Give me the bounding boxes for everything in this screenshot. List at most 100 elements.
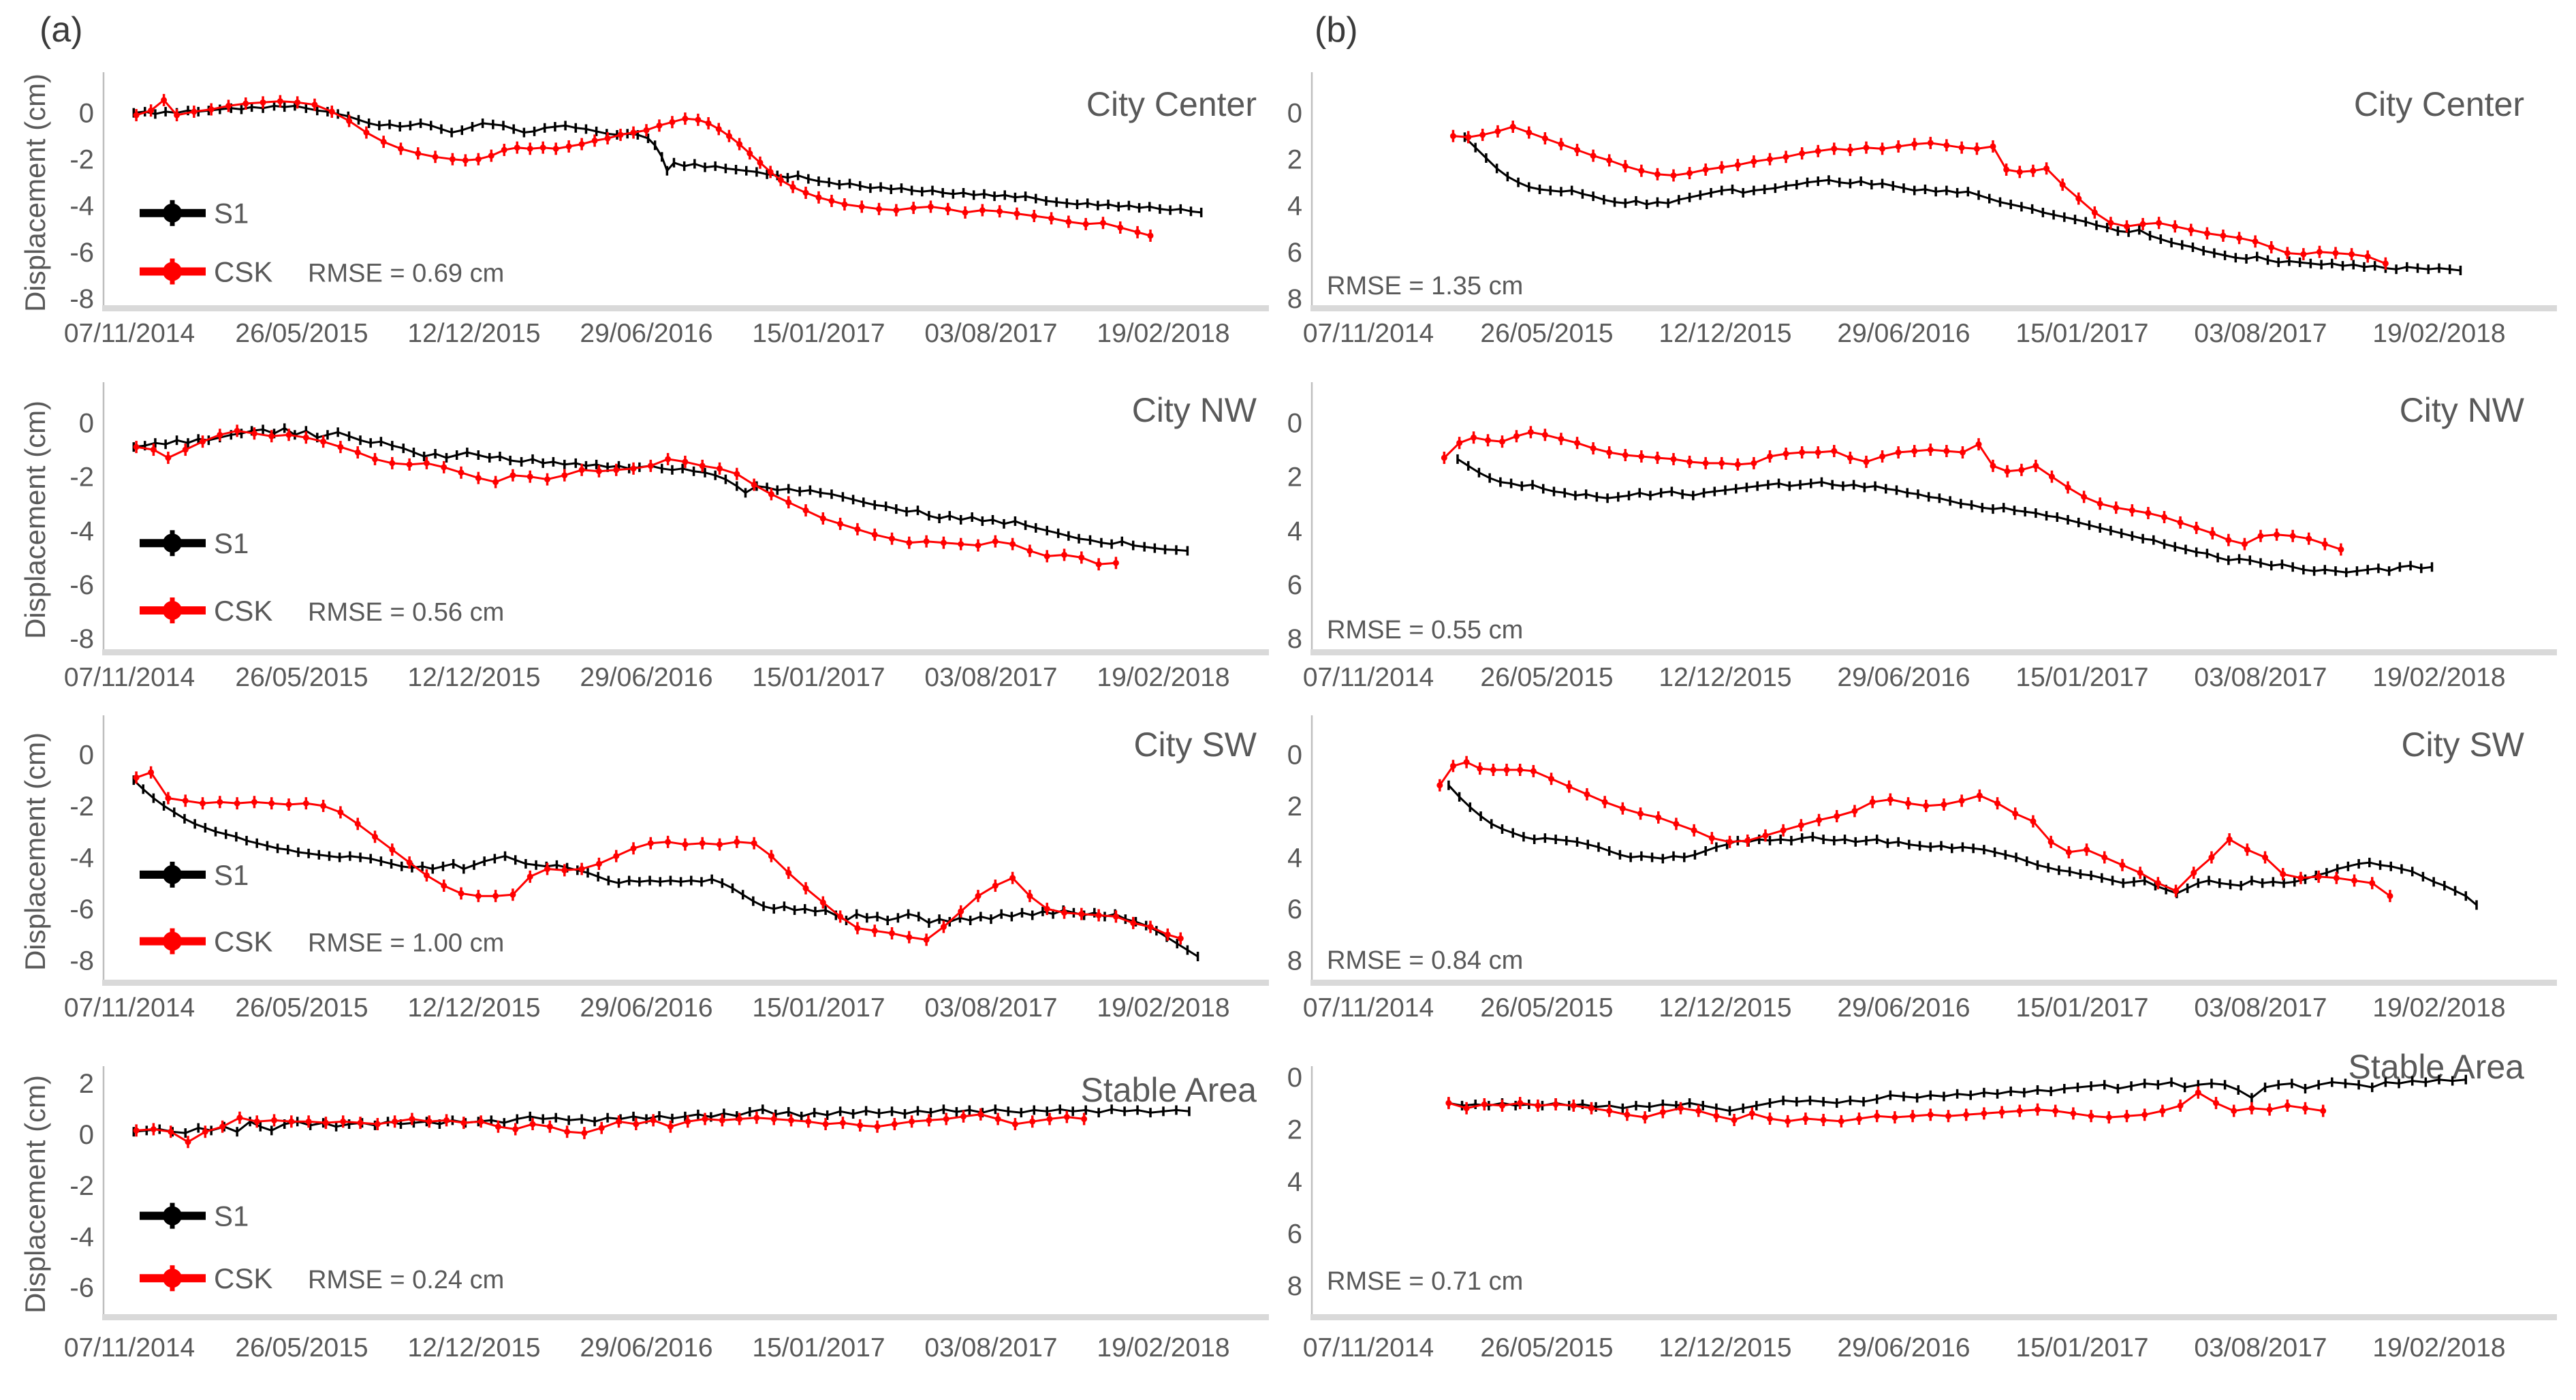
csk-marker-dot: [926, 1117, 932, 1123]
s1-series-markers: [1447, 1074, 2468, 1116]
csk-marker-dot: [858, 203, 865, 210]
csk-marker-dot: [578, 866, 585, 873]
csk-marker-dot: [2107, 219, 2114, 226]
y-tick-label: -4: [69, 1222, 94, 1252]
x-tick-label: 19/02/2018: [1097, 663, 1229, 692]
csk-marker-dot: [2268, 244, 2275, 251]
y-tick-label: 0: [79, 740, 94, 770]
csk-marker-dot: [1588, 1105, 1595, 1112]
csk-marker-dot: [1081, 1116, 1088, 1123]
y-tick-label: -2: [1288, 1115, 1302, 1145]
csk-marker-dot: [2369, 880, 2376, 886]
rmse-label: RMSE = 1.00 cm: [308, 929, 504, 958]
csk-marker-dot: [1011, 1121, 1018, 1127]
x-tick-label: 07/11/2014: [64, 663, 195, 692]
csk-marker-dot: [665, 456, 672, 463]
csk-marker-dot: [406, 461, 413, 468]
csk-marker-dot: [857, 1122, 864, 1129]
csk-marker-dot: [277, 98, 283, 105]
y-tick-label: -2: [69, 1171, 94, 1201]
x-tick-label: 19/02/2018: [1097, 1333, 1229, 1363]
csk-marker-dot: [1463, 759, 1470, 766]
rmse-label: RMSE = 0.84 cm: [1327, 946, 1523, 975]
csk-marker-dot: [208, 106, 215, 113]
legend-item-s1: [140, 1202, 206, 1229]
y-axis-title: Displacement (cm): [19, 401, 51, 639]
csk-series-markers: [1441, 426, 2344, 556]
csk-marker-dot: [699, 840, 706, 847]
csk-marker-dot: [1026, 548, 1033, 555]
csk-marker-dot: [346, 118, 353, 125]
csk-marker-dot: [1082, 221, 1089, 228]
x-tick-label: 03/08/2017: [924, 319, 1057, 348]
y-axis-title: Displacement (cm): [19, 1075, 51, 1313]
csk-marker-dot: [148, 769, 155, 776]
csk-marker-dot: [475, 156, 482, 163]
csk-marker-dot: [630, 465, 637, 472]
csk-marker-dot: [1973, 145, 1980, 152]
legend-item-csk: [140, 258, 206, 285]
csk-marker-dot: [1535, 1102, 1541, 1109]
y-tick-label: -6: [69, 570, 94, 600]
csk-marker-dot: [2173, 888, 2180, 895]
csk-marker-dot: [2333, 875, 2340, 882]
csk-marker-dot: [1099, 219, 1106, 226]
csk-marker-dot: [1767, 453, 1773, 460]
s1-legend-dot: [163, 203, 182, 223]
csk-marker-dot: [174, 112, 180, 119]
csk-marker-dot: [1513, 433, 1520, 439]
csk-marker-dot: [2159, 1108, 2166, 1115]
csk-marker-dot: [854, 526, 861, 533]
csk-marker-dot: [2252, 238, 2259, 245]
csk-marker-dot: [1998, 1108, 2005, 1115]
x-tick-label: 26/05/2015: [235, 663, 368, 692]
csk-marker-dot: [374, 1121, 381, 1127]
csk-marker-dot: [1499, 438, 1505, 445]
subplot-b-city-sw: 0 -2 -4 -6 -807/11/2014 26/05/2015 12/12/2015 2…: [1288, 715, 2557, 1023]
csk-marker-dot: [1905, 800, 1912, 807]
csk-marker-dot: [1624, 1111, 1631, 1118]
csk-marker-dot: [1975, 441, 1982, 448]
csk-marker-dot: [1856, 1115, 1862, 1122]
csk-series-markers: [133, 424, 1119, 571]
x-tick-label: 26/05/2015: [1480, 993, 1613, 1023]
csk-marker-dot: [512, 1126, 519, 1133]
y-tick-label: -4: [69, 843, 94, 873]
csk-marker-dot: [527, 145, 533, 152]
csk-marker-dot: [785, 499, 792, 505]
csk-marker-dot: [1029, 1118, 1036, 1125]
y-tick-label: -2: [1288, 145, 1302, 175]
y-tick-label: -8: [1288, 284, 1302, 314]
csk-marker-dot: [1526, 129, 1533, 136]
csk-marker-dot: [1727, 839, 1733, 845]
csk-marker-dot: [2289, 533, 2296, 540]
csk-marker-dot: [1043, 553, 1050, 559]
csk-marker-dot: [2382, 260, 2389, 267]
csk-marker-dot: [441, 882, 447, 889]
rmse-label: RMSE = 0.24 cm: [308, 1266, 504, 1294]
s1-series-markers: [1463, 132, 2462, 275]
csk-marker-dot: [630, 129, 637, 136]
csk-marker-dot: [2315, 873, 2322, 880]
csk-marker-dot: [2225, 537, 2232, 544]
legend-label-csk: CSK: [214, 595, 272, 627]
csk-marker-dot: [1606, 157, 1613, 164]
x-tick-label: 12/12/2015: [407, 1333, 540, 1363]
csk-marker-dot: [906, 540, 913, 546]
csk-marker-dot: [828, 198, 835, 204]
csk-marker-dot: [2284, 1102, 2291, 1109]
csk-marker-dot: [2084, 846, 2090, 853]
csk-marker-dot: [322, 1119, 329, 1126]
legend-item-s1: [140, 200, 206, 226]
csk-legend-dot: [163, 1269, 182, 1288]
csk-marker-dot: [1702, 166, 1709, 173]
csk-marker-dot: [1734, 461, 1741, 468]
csk-marker-dot: [1606, 1108, 1613, 1115]
csk-marker-dot: [2016, 1108, 2023, 1115]
csk-marker-dot: [2030, 818, 2037, 825]
x-tick-label: 12/12/2015: [1659, 319, 1791, 348]
csk-marker-dot: [702, 1116, 708, 1123]
csk-marker-dot: [1799, 150, 1806, 157]
csk-marker-dot: [544, 866, 551, 873]
csk-marker-dot: [891, 1121, 898, 1127]
